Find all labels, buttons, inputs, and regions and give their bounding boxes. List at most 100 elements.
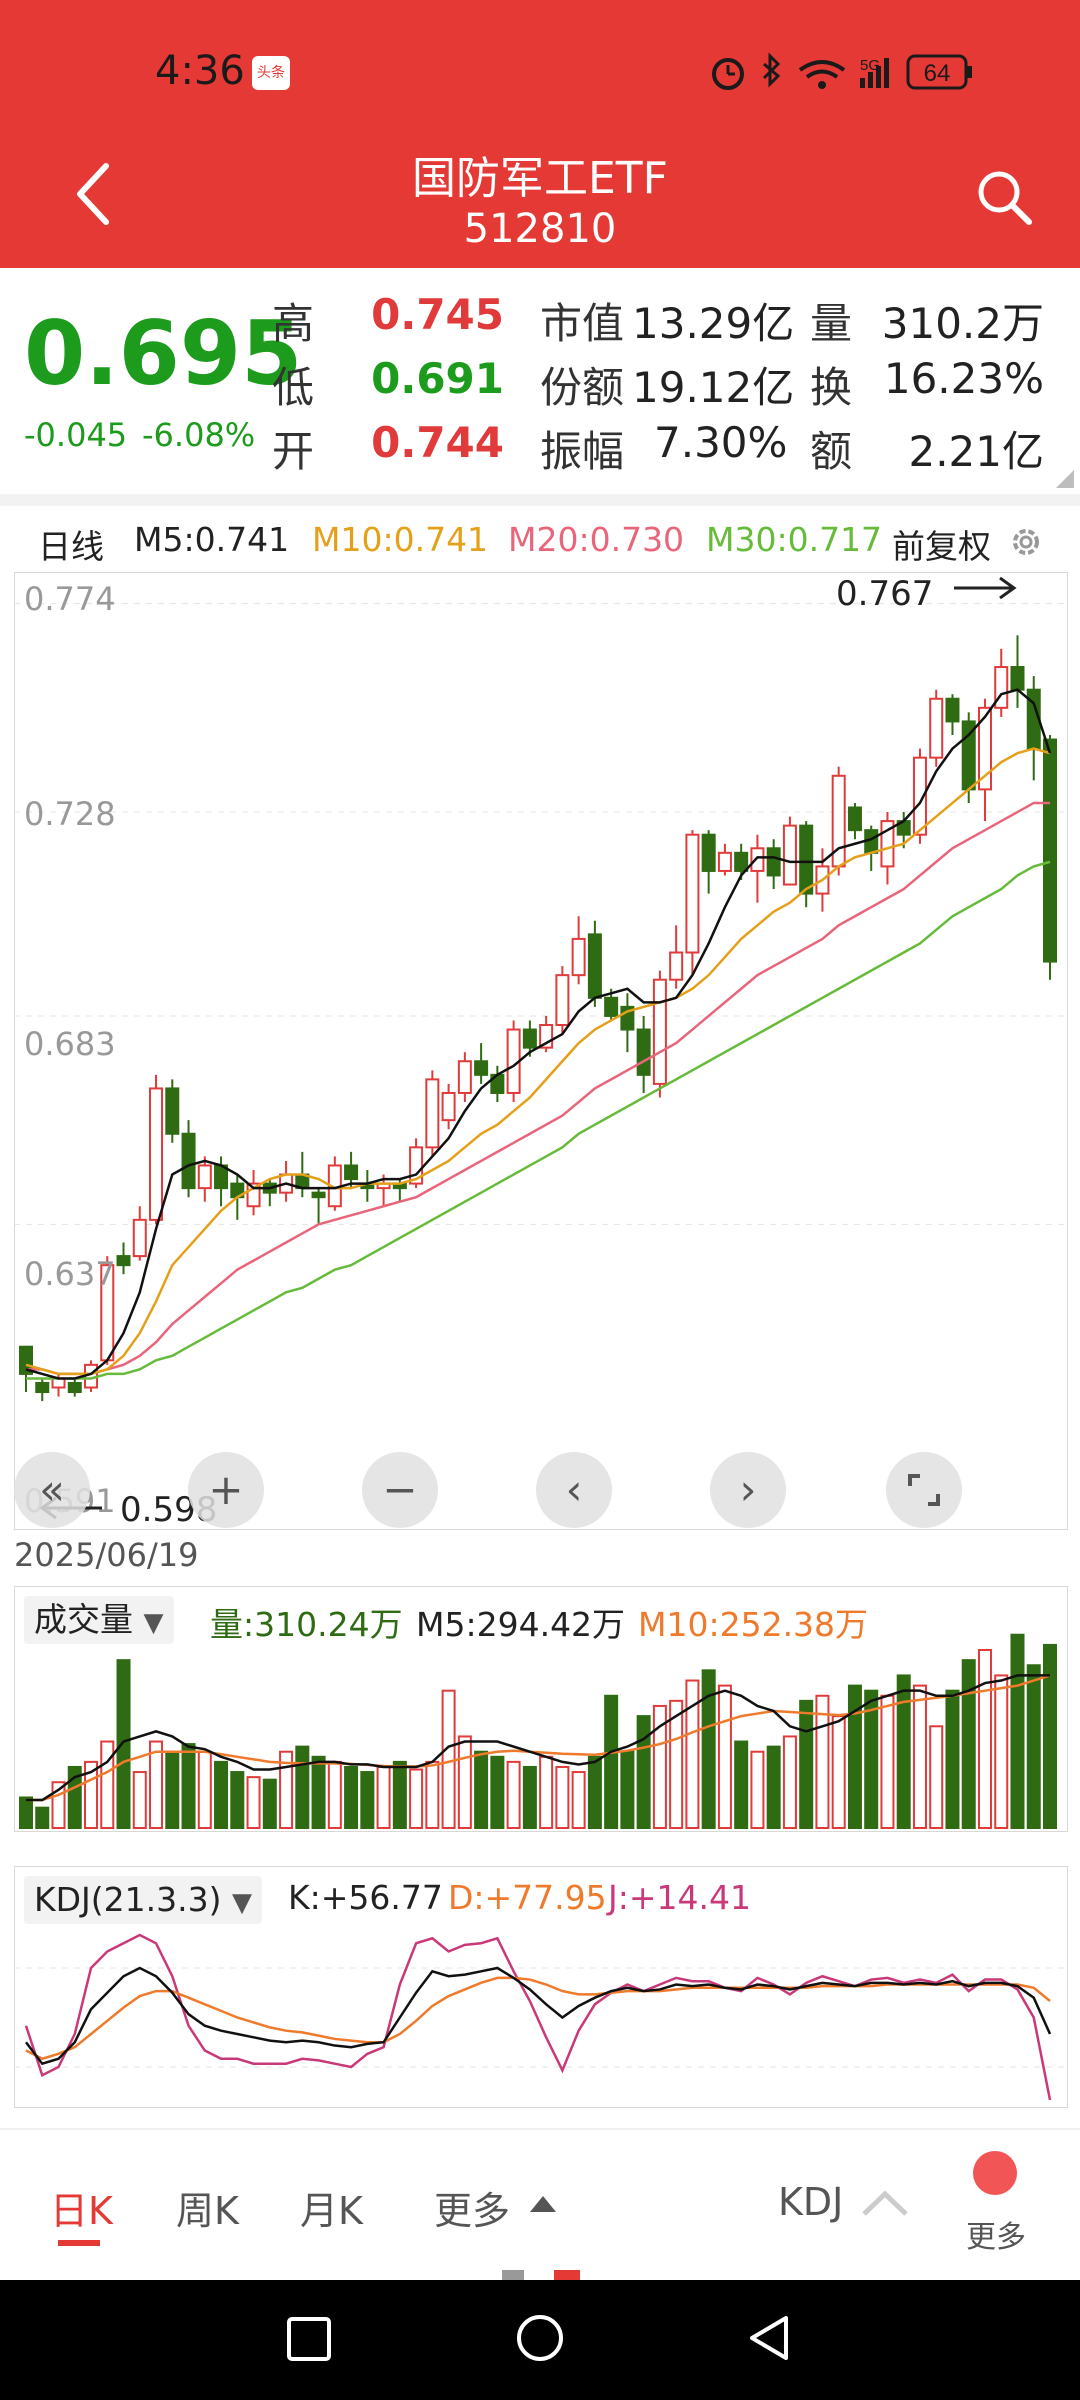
- volume-bar: [815, 1694, 830, 1830]
- volume-bar: [506, 1760, 521, 1830]
- corner-expand-icon[interactable]: [1056, 470, 1074, 488]
- volume-bar: [766, 1745, 781, 1829]
- scroll-right-button[interactable]: ›: [710, 1452, 786, 1528]
- indicator-switch[interactable]: KDJ: [778, 2180, 844, 2224]
- low-label: 低: [272, 363, 315, 412]
- max-arrow-icon: [954, 576, 1017, 600]
- scroll-left-button[interactable]: ‹: [536, 1452, 612, 1528]
- y-tick-0: 0.774: [24, 580, 116, 618]
- shares-label: 份额: [540, 363, 625, 412]
- network-label: 5G: [860, 57, 880, 74]
- quote-panel: 0.695 -0.045 -6.08% 高 低 开 0.745 0.691 0.…: [0, 268, 1080, 498]
- volume-indicator-selector[interactable]: 成交量 ▼: [24, 1596, 174, 1644]
- fullscreen-button[interactable]: [886, 1452, 962, 1528]
- chevron-up-icon[interactable]: [860, 2188, 910, 2218]
- price-change-pct: -6.08%: [142, 416, 256, 454]
- ma20-label: M20:0.730: [508, 520, 685, 559]
- system-nav-bar: [0, 2280, 1080, 2400]
- kdj-d-value: D:+77.95: [448, 1878, 607, 1917]
- battery-icon: 64: [906, 54, 972, 90]
- back-icon[interactable]: [70, 160, 120, 230]
- tab-weekly-k[interactable]: 周K: [176, 2189, 239, 2233]
- amplitude-value: 7.30%: [654, 418, 788, 467]
- volume-bar: [1026, 1664, 1041, 1830]
- kdj-j-line: [24, 1933, 1052, 2101]
- volume-bar: [116, 1659, 131, 1829]
- page-dot: [502, 2270, 524, 2280]
- candle: [652, 970, 667, 1098]
- alarm-icon: [712, 58, 744, 90]
- volume-bar: [392, 1760, 407, 1830]
- period-label[interactable]: 日线: [38, 527, 104, 566]
- scroll-to-start-button[interactable]: «: [14, 1452, 90, 1528]
- kline-chart-frame: [14, 572, 1068, 1530]
- kdj-label: KDJ(21.3.3): [34, 1880, 222, 1919]
- candle: [132, 1206, 147, 1261]
- volume-bar: [35, 1806, 50, 1829]
- status-icons: 5G 64: [712, 52, 972, 90]
- volume-ma5-line: [26, 1674, 1050, 1802]
- signal-icon: [860, 58, 889, 88]
- bluetooth-icon: [762, 52, 781, 88]
- kdj-k-value: K:+56.77: [288, 1878, 443, 1917]
- candle: [799, 821, 814, 908]
- search-icon[interactable]: [975, 168, 1035, 228]
- candle: [181, 1120, 196, 1198]
- zoom-out-button[interactable]: −: [362, 1452, 438, 1528]
- dropdown-icon: ▼: [232, 1888, 252, 1918]
- max-price-annotation: 0.767: [836, 574, 934, 614]
- settings-gear-icon[interactable]: [1006, 522, 1046, 562]
- amount-value: 2.21亿: [908, 427, 1044, 476]
- y-tick-3: 0.637: [24, 1255, 116, 1293]
- candle: [571, 916, 586, 985]
- amount-label: 额: [810, 427, 853, 476]
- kdj-d-line: [25, 1976, 1051, 2061]
- volume-bar: [181, 1743, 196, 1829]
- ma10-label: M10:0.741: [312, 520, 489, 559]
- volume-bar: [344, 1765, 359, 1830]
- high-value: 0.745: [371, 290, 504, 339]
- home-icon[interactable]: [514, 2312, 566, 2364]
- caret-up-icon: [530, 2196, 556, 2212]
- ma30-label: M30:0.717: [706, 520, 883, 559]
- kline-chart[interactable]: [0, 0, 1080, 1580]
- candle: [165, 1079, 180, 1143]
- candle: [1043, 735, 1057, 980]
- candle: [311, 1188, 326, 1225]
- candle: [35, 1378, 50, 1402]
- volume-bar: [896, 1674, 911, 1830]
- amplitude-label: 振幅: [540, 427, 625, 476]
- tab-more[interactable]: 更多: [434, 2189, 511, 2233]
- tab-daily-k[interactable]: 日K: [50, 2189, 113, 2233]
- dropdown-icon: ▼: [143, 1608, 164, 1638]
- volume-bar: [571, 1771, 586, 1829]
- volume-value: 量:310.24万: [210, 1605, 403, 1644]
- more-float-icon[interactable]: [970, 2148, 1020, 2198]
- volume-bar: [132, 1771, 147, 1829]
- zoom-in-button[interactable]: +: [188, 1452, 264, 1528]
- candle: [766, 839, 781, 890]
- volume-bar: [246, 1776, 261, 1829]
- candle: [100, 1256, 115, 1365]
- battery-level: 64: [924, 60, 951, 87]
- last-price: 0.695: [24, 302, 303, 405]
- volume-bar: [522, 1765, 537, 1830]
- wifi-icon: [798, 60, 846, 89]
- candle: [782, 816, 797, 886]
- ma10-line: [25, 747, 1051, 1376]
- candle: [539, 1015, 554, 1053]
- back-nav-icon[interactable]: [744, 2312, 794, 2364]
- volume-bar: [929, 1725, 944, 1830]
- recents-icon[interactable]: [284, 2314, 334, 2364]
- volume-bar: [295, 1745, 310, 1829]
- candle: [506, 1020, 521, 1103]
- volume-ma10-line: [26, 1674, 1051, 1802]
- candle: [555, 966, 570, 1035]
- more-button-label[interactable]: 更多: [966, 2220, 1026, 2255]
- tab-monthly-k[interactable]: 月K: [300, 2189, 363, 2233]
- adjust-label[interactable]: 前复权: [892, 527, 991, 566]
- candle: [701, 830, 716, 894]
- kdj-j-value: J:+14.41: [608, 1878, 751, 1917]
- kdj-indicator-selector[interactable]: KDJ(21.3.3) ▼: [24, 1876, 262, 1924]
- volume-value: 310.2万: [881, 299, 1044, 348]
